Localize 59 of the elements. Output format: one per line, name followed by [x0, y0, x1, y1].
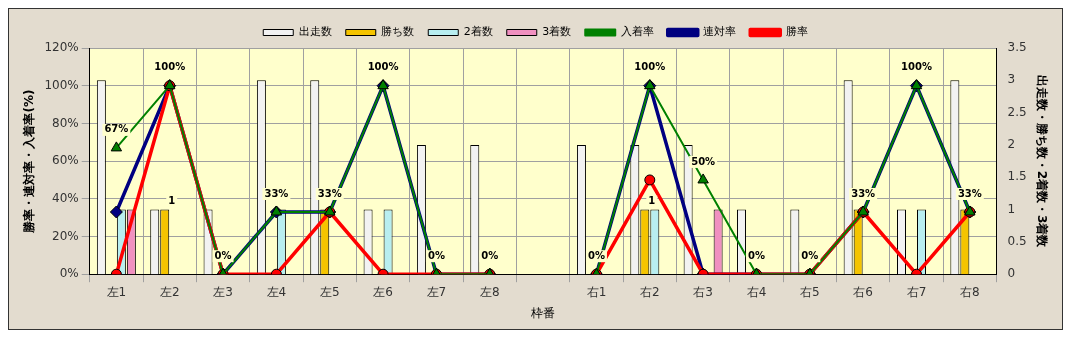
data-label: 33% [317, 187, 342, 199]
y2-tick-label: 2 [1007, 137, 1016, 152]
x-tick-label: 右3 [693, 284, 713, 299]
x-tick-label: 右6 [853, 284, 873, 299]
data-label: 100% [901, 61, 932, 73]
x-tick-label: 左4 [266, 284, 287, 299]
data-label: 67% [104, 123, 129, 135]
legend-label: 3着数 [542, 25, 572, 39]
data-label: 100% [154, 61, 186, 73]
y2-axis-title: 出走数・勝ち数・2着数・3着数 [1034, 74, 1049, 249]
y2-tick-label: 2.5 [1007, 104, 1027, 119]
data-label: 0% [587, 249, 605, 261]
y2-tick-label: 0.5 [1007, 234, 1027, 249]
x-tick-label: 右1 [586, 284, 607, 299]
x-tick-label: 右7 [906, 284, 927, 299]
legend-label: 連対率 [703, 25, 737, 39]
x-tick-label: 左7 [426, 284, 447, 299]
x-tick-label: 右5 [800, 284, 820, 299]
data-label: 100% [367, 61, 399, 73]
x-tick-label: 右2 [639, 284, 660, 299]
data-label: 50% [691, 155, 716, 167]
x-tick-label: 右4 [746, 284, 767, 299]
y2-tick-label: 1 [1007, 201, 1016, 216]
data-label: 0% [481, 249, 499, 261]
x-axis-title: 枠番 [530, 305, 556, 320]
legend-label: 勝ち数 [381, 25, 415, 39]
legend-label: 勝率 [785, 25, 808, 39]
data-label: 0% [214, 249, 232, 261]
y-axis-title: 勝率・連対率・入着率(%) [22, 89, 37, 234]
x-tick-label: 左6 [373, 284, 393, 299]
y2-tick-label: 0 [1007, 266, 1016, 281]
x-tick-label: 左3 [213, 284, 233, 299]
data-label: 0% [427, 249, 445, 261]
y-tick-label: 60% [52, 153, 79, 168]
y2-tick-label: 3 [1007, 72, 1016, 87]
y-tick-label: 120% [44, 40, 79, 55]
x-tick-label: 左8 [479, 284, 500, 299]
data-label: 33% [851, 187, 876, 199]
x-tick-label: 左5 [319, 284, 340, 299]
legend-label: 2着数 [463, 25, 493, 39]
y-tick-label: 20% [52, 228, 79, 243]
legend-label: 出走数 [298, 25, 332, 39]
data-label: 33% [957, 187, 982, 199]
data-label: 33% [264, 187, 289, 199]
x-tick-label: 左1 [106, 284, 127, 299]
legend-label: 入着率 [620, 25, 654, 39]
data-label: 1 [648, 195, 656, 207]
data-label: 0% [801, 249, 819, 261]
x-tick-label: 左2 [159, 284, 180, 299]
y-tick-label: 80% [52, 115, 79, 130]
y2-tick-label: 1.5 [1007, 169, 1027, 184]
data-label: 0% [747, 249, 765, 261]
y2-tick-label: 3.5 [1007, 40, 1027, 55]
y-tick-label: 0% [59, 266, 79, 281]
y-tick-label: 100% [44, 77, 79, 92]
data-label: 100% [634, 61, 666, 73]
data-label: 1 [168, 195, 176, 207]
y-tick-label: 40% [52, 190, 79, 205]
x-tick-label: 右8 [960, 284, 980, 299]
